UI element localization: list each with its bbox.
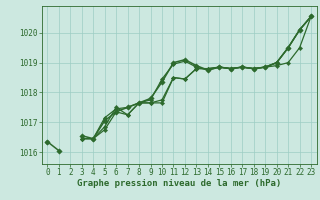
X-axis label: Graphe pression niveau de la mer (hPa): Graphe pression niveau de la mer (hPa) [77,179,281,188]
